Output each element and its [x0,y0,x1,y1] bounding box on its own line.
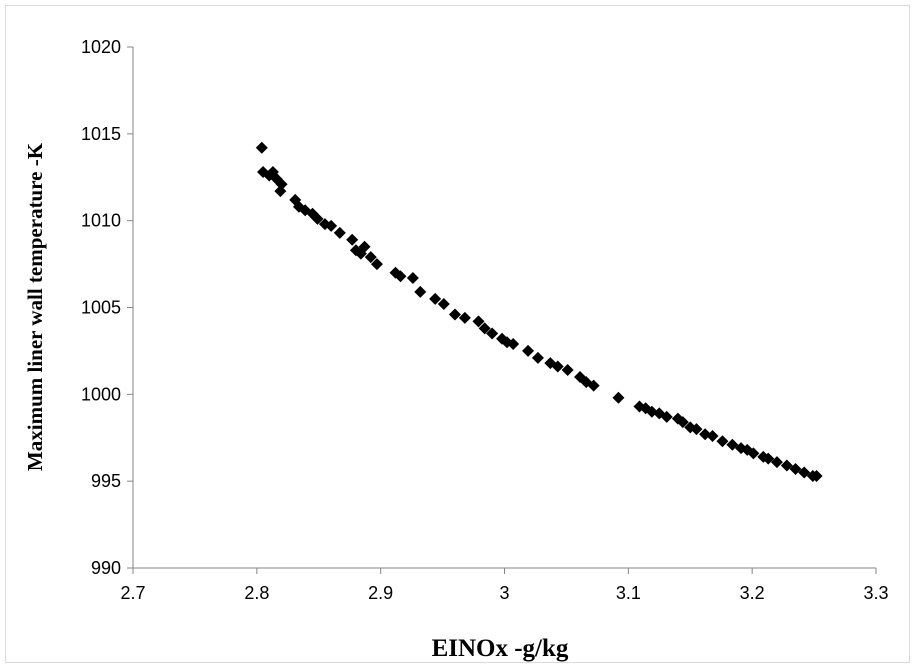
y-tick-label: 1000 [81,384,121,404]
data-point [660,410,673,423]
y-tick-label: 990 [91,558,121,578]
data-point [458,311,471,324]
data-points [255,141,823,482]
y-axis-title: Maximum liner wall temperature -K [23,142,47,471]
data-point [437,298,450,311]
y-tick-label: 1005 [81,298,121,318]
x-tick-label: 2.8 [244,583,269,603]
data-point [486,327,499,340]
data-point [311,212,324,225]
data-point [780,459,793,472]
data-point [333,226,346,239]
x-tick-label: 3.1 [616,583,641,603]
data-point [394,270,407,283]
y-tick-label: 995 [91,471,121,491]
data-point [798,466,811,479]
x-tick-label: 2.9 [368,583,393,603]
data-point [747,447,760,460]
data-point [255,141,268,154]
data-point [726,438,739,451]
axes [127,46,877,574]
data-point [551,360,564,373]
x-tick-label: 3 [499,583,509,603]
data-point [358,240,371,253]
data-point [346,233,359,246]
y-tick-label: 1010 [81,211,121,231]
data-point [448,308,461,321]
data-point [706,430,719,443]
y-tick-label: 1020 [81,37,121,57]
x-axis-title: EINOx -g/kg [432,635,569,662]
data-point [716,435,729,448]
y-tick-label: 1015 [81,124,121,144]
data-point [561,364,574,377]
data-point [275,178,288,191]
data-point [472,315,485,328]
data-point [500,336,513,349]
data-point [429,292,442,305]
data-point [587,379,600,392]
x-tick-label: 3.3 [863,583,888,603]
data-point [810,469,823,482]
x-tick-label: 3.2 [740,583,765,603]
data-point [478,322,491,335]
data-point [414,285,427,298]
data-point [612,391,625,404]
data-point [364,251,377,264]
chart-frame [5,5,910,663]
data-point [531,351,544,364]
tick-labels: 990 995 1000 1005 1010 1015 1020 2.7 2.8 2.9 3 3.1 3… [81,37,889,603]
data-point [789,463,802,476]
data-point [325,219,338,232]
data-point [522,344,535,357]
data-point [507,337,520,350]
data-point [370,258,383,271]
x-tick-label: 2.7 [120,583,145,603]
data-point [770,456,783,469]
data-point [690,423,703,436]
data-point [762,452,775,465]
data-point [406,271,419,284]
data-point [676,416,689,429]
